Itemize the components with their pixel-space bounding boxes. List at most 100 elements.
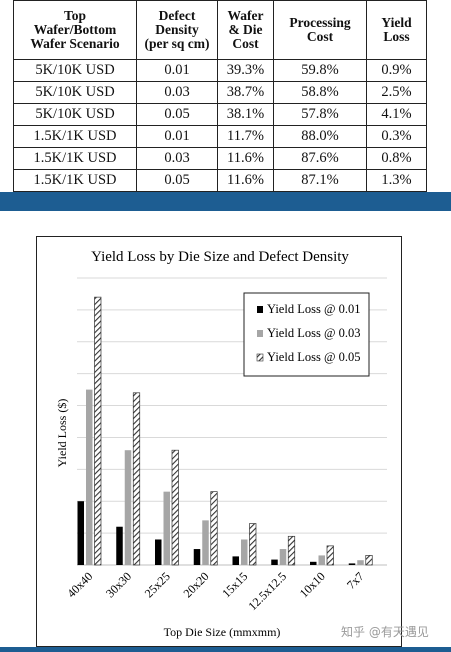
cell-processing-cost: 57.8% — [273, 103, 367, 126]
bar-yield-loss-0.05 — [171, 449, 179, 566]
bar-yield-loss-0.01 — [232, 556, 239, 565]
bar-yield-loss-0.03 — [86, 389, 93, 565]
x-tick-label: 30x30 — [103, 569, 134, 600]
cell-defect-density: 0.01 — [136, 59, 218, 82]
bar-yield-loss-0.03 — [241, 539, 248, 565]
x-tick-label: 10x10 — [297, 569, 328, 600]
bar-yield-loss-0.05 — [287, 535, 296, 566]
table-row: 5K/10K USD 0.03 38.7% 58.8% 2.5% — [13, 81, 427, 104]
x-tick-label: 12.5x12.5 — [245, 569, 289, 613]
table-row: 1.5K/1K USD 0.03 11.6% 87.6% 0.8% — [13, 147, 427, 170]
table-row: 5K/10K USD 0.05 38.1% 57.8% 4.1% — [13, 103, 427, 126]
header-yield-loss: Yield Loss — [366, 0, 427, 60]
x-tick-label: 40x40 — [64, 569, 95, 600]
x-tick-label: 20x20 — [181, 569, 212, 600]
cell-scenario: 5K/10K USD — [13, 81, 137, 104]
legend-label-0.05: Yield Loss @ 0.05 — [267, 350, 360, 364]
cost-scenario-table: Top Wafer/Bottom Wafer Scenario Defect D… — [13, 0, 427, 192]
cell-scenario: 5K/10K USD — [13, 59, 137, 82]
bar-yield-loss-0.01 — [116, 526, 123, 565]
bar-yield-loss-0.01 — [77, 501, 84, 565]
blue-bottom-band — [0, 647, 451, 652]
bar-yield-loss-0.03 — [318, 555, 325, 565]
header-line: Yield — [381, 15, 412, 30]
header-line: Cost — [306, 29, 334, 44]
header-line: Wafer — [227, 8, 264, 23]
legend-swatch-0.03 — [257, 330, 263, 337]
bar-yield-loss-0.01 — [271, 559, 278, 565]
cell-wafer-die-cost: 38.1% — [217, 103, 274, 126]
chart-title: Yield Loss by Die Size and Defect Densit… — [91, 249, 349, 265]
cell-defect-density: 0.05 — [136, 103, 218, 126]
header-scenario: Top Wafer/Bottom Wafer Scenario — [13, 0, 137, 60]
bar-yield-loss-0.05 — [249, 523, 257, 566]
cell-yield-loss: 2.5% — [366, 81, 427, 104]
cell-wafer-die-cost: 11.7% — [217, 125, 274, 148]
cell-scenario: 5K/10K USD — [13, 103, 137, 126]
bar-yield-loss-0.01 — [348, 563, 356, 565]
x-tick-label: 7x7 — [344, 569, 367, 592]
legend-label-0.03: Yield Loss @ 0.03 — [267, 326, 360, 340]
cell-scenario: 1.5K/1K USD — [13, 169, 137, 192]
bar-yield-loss-0.05 — [365, 555, 373, 566]
legend-label-0.01: Yield Loss @ 0.01 — [267, 302, 360, 316]
cell-processing-cost: 58.8% — [273, 81, 367, 104]
x-tick-label: 25x25 — [142, 569, 173, 600]
cell-yield-loss: 0.8% — [366, 147, 427, 170]
cell-processing-cost: 59.8% — [273, 59, 367, 82]
cell-defect-density: 0.03 — [136, 147, 218, 170]
cell-yield-loss: 0.9% — [366, 59, 427, 82]
bar-yield-loss-0.03 — [279, 549, 287, 565]
header-defect-density: Defect Density (per sq cm) — [136, 0, 218, 60]
legend-swatch-0.01 — [257, 306, 263, 313]
y-axis-label: Yield Loss ($) — [55, 399, 69, 468]
bar-yield-loss-0.03 — [124, 450, 132, 565]
bar-yield-loss-0.05 — [94, 296, 102, 566]
header-line: (per sq cm) — [144, 36, 210, 51]
blue-divider-band — [0, 192, 451, 211]
bar-yield-loss-0.05 — [132, 392, 141, 566]
cell-yield-loss: 0.3% — [366, 125, 427, 148]
header-line: Wafer/Bottom — [33, 22, 117, 37]
table-header-row: Top Wafer/Bottom Wafer Scenario Defect D… — [13, 0, 427, 60]
x-axis-label: Top Die Size (mmxmm) — [164, 625, 281, 639]
header-line: Density — [155, 22, 199, 37]
cell-processing-cost: 88.0% — [273, 125, 367, 148]
header-line: Loss — [383, 29, 410, 44]
header-line: Wafer Scenario — [30, 36, 120, 51]
cell-wafer-die-cost: 39.3% — [217, 59, 274, 82]
bar-yield-loss-0.01 — [310, 561, 317, 565]
bar-yield-loss-0.03 — [357, 560, 364, 565]
bar-yield-loss-0.05 — [326, 545, 334, 566]
header-line: Processing — [289, 15, 351, 30]
header-line: & Die — [228, 22, 263, 37]
header-line: Top — [63, 8, 87, 23]
table-row: 1.5K/1K USD 0.05 11.6% 87.1% 1.3% — [13, 169, 427, 192]
header-line: Defect — [158, 8, 196, 23]
header-processing-cost: Processing Cost — [273, 0, 367, 60]
cell-scenario: 1.5K/1K USD — [13, 147, 137, 170]
bar-yield-loss-0.01 — [193, 549, 201, 565]
cell-defect-density: 0.05 — [136, 169, 218, 192]
cell-wafer-die-cost: 38.7% — [217, 81, 274, 104]
cell-processing-cost: 87.1% — [273, 169, 367, 192]
bar-yield-loss-0.01 — [155, 539, 162, 565]
chart-bars — [77, 296, 373, 566]
cell-yield-loss: 1.3% — [366, 169, 427, 192]
bar-yield-loss-0.03 — [163, 491, 170, 565]
table-row: 1.5K/1K USD 0.01 11.7% 88.0% 0.3% — [13, 125, 427, 148]
chart-legend: Yield Loss @ 0.01 Yield Loss @ 0.03 Yiel… — [243, 292, 370, 377]
cell-yield-loss: 4.1% — [366, 103, 427, 126]
header-wafer-die-cost: Wafer & Die Cost — [217, 0, 274, 60]
table-row: 5K/10K USD 0.01 39.3% 59.8% 0.9% — [13, 59, 427, 82]
cell-wafer-die-cost: 11.6% — [217, 147, 274, 170]
header-line: Cost — [232, 36, 259, 51]
cost-table-container: Top Wafer/Bottom Wafer Scenario Defect D… — [13, 0, 427, 192]
cell-defect-density: 0.03 — [136, 81, 218, 104]
cell-defect-density: 0.01 — [136, 125, 218, 148]
yield-loss-chart: Yield Loss by Die Size and Defect Densit… — [36, 236, 402, 647]
bar-yield-loss-0.05 — [210, 491, 218, 566]
cell-scenario: 1.5K/1K USD — [13, 125, 137, 148]
cell-wafer-die-cost: 11.6% — [217, 169, 274, 192]
